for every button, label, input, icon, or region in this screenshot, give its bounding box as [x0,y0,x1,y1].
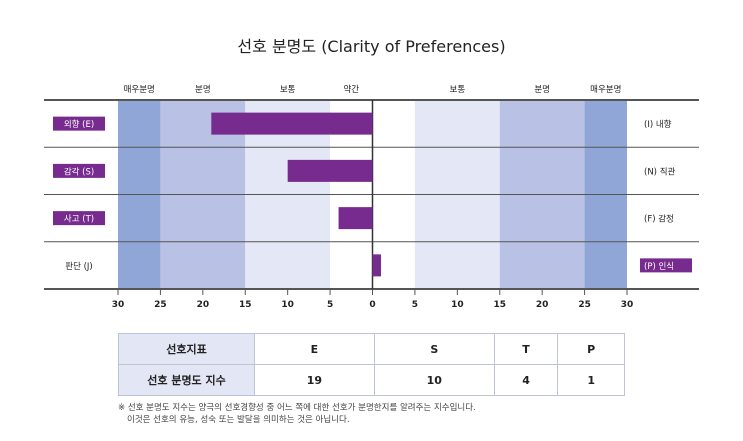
right-label: (I) 내향 [644,120,672,130]
band-label: 보통 [450,85,466,95]
table-cell-score: 10 [373,364,495,396]
tick-label: 15 [239,300,252,310]
left-label-highlight [53,116,105,131]
tick-label: 5 [327,300,333,310]
right-label-highlight [640,258,692,273]
table-header-preference: 선호지표 [118,333,255,365]
band-label: 매우분명 [590,84,621,95]
chart-title: 선호 분명도 (Clarity of Preferences) [237,37,506,56]
left-label-highlight [53,211,105,226]
tick-label: 0 [369,300,375,310]
left-label-highlight [53,163,105,178]
tick-label: 25 [578,300,591,310]
band-label: 매우분명 [124,84,155,95]
left-label: 판단 (J) [65,261,92,272]
footnote-line-2: 이것은 선호의 유능, 성숙 또는 발달을 의미하는 것은 아닙니다. [127,415,350,425]
tick-label: 15 [493,300,506,310]
tick-label: 5 [412,300,418,310]
tick-label: 30 [621,300,634,310]
right-label: (F) 감정 [644,214,674,225]
bar [372,254,381,277]
left-label: 사고 (T) [64,215,94,225]
bar [338,207,373,230]
tick-label: 30 [112,300,125,310]
tick-label: 25 [154,300,167,310]
table-row-letters: 선호지표 E S T P [118,333,625,365]
table-cell-letter: T [493,333,559,365]
table-cell-score: 19 [254,364,375,396]
bar [287,159,373,182]
table-row-scores: 선호 분명도 지수 19 10 4 1 [118,364,625,396]
tick-label: 20 [536,300,549,310]
right-label: (N) 직관 [644,166,676,177]
left-label: 외향 (E) [64,119,94,130]
right-label: (P) 인식 [644,261,674,272]
band-label: 보통 [280,85,296,95]
bar [211,112,373,135]
table-cell-letter: E [254,333,375,365]
footnote-line-1: ※ 선호 분명도 지수는 양극의 선호경향성 중 어느 쪽에 대한 선호가 분명… [118,403,476,413]
table-cell-letter: S [373,333,495,365]
band-label: 분명 [195,84,211,95]
footnote: ※ 선호 분명도 지수는 양극의 선호경향성 중 어느 쪽에 대한 선호가 분명… [118,402,476,426]
band-label: 분명 [534,84,550,95]
table-header-clarity-index: 선호 분명도 지수 [118,364,255,396]
preference-index-table: 선호지표 E S T P 선호 분명도 지수 19 10 4 1 [118,333,625,396]
tick-label: 20 [197,300,210,310]
table-cell-score: 1 [557,364,625,396]
table-cell-score: 4 [493,364,559,396]
tick-label: 10 [451,300,464,310]
table-cell-letter: P [557,333,625,365]
tick-label: 10 [281,300,294,310]
band-label: 약간 [343,84,359,95]
left-label: 감각 (S) [64,166,94,177]
